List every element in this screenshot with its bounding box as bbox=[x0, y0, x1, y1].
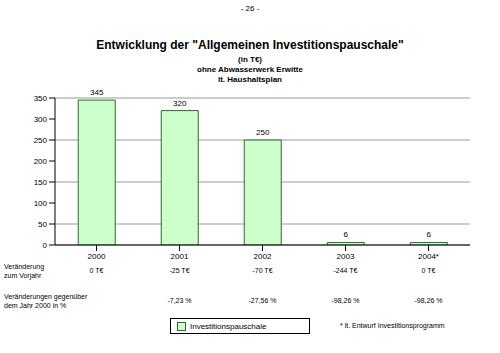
html-text:-244 T€: -244 T€ bbox=[333, 267, 358, 274]
svg-text:2001: 2001 bbox=[171, 252, 189, 261]
svg-text:50: 50 bbox=[38, 220, 47, 229]
html-text:Veränderungen gegenüber: Veränderungen gegenüber bbox=[4, 293, 88, 300]
html-text:- 26 -: - 26 - bbox=[240, 4, 260, 13]
html-text:dem Jahr 2000 in %: dem Jahr 2000 in % bbox=[4, 302, 67, 309]
html-text:Veränderung: Veränderung bbox=[4, 263, 45, 270]
html-text:zum Vorjahr: zum Vorjahr bbox=[4, 272, 42, 279]
svg-text:345: 345 bbox=[90, 88, 104, 97]
html-text:-7,23 %: -7,23 % bbox=[167, 297, 192, 304]
svg-text:350: 350 bbox=[34, 94, 48, 103]
svg-text:2004*: 2004* bbox=[418, 252, 439, 261]
html-text:Investitionspauschale: Investitionspauschale bbox=[190, 321, 267, 331]
html-text:* lt. Entwurf Investitionsprog: * lt. Entwurf Investitionsprogramm bbox=[340, 322, 445, 329]
html-text:-98,26 %: -98,26 % bbox=[331, 297, 360, 304]
svg-text:250: 250 bbox=[256, 128, 270, 137]
html-text:(in T€): (in T€) bbox=[238, 55, 262, 64]
html-text:Entwicklung der "Allgemeinen I: Entwicklung der "Allgemeinen Investition… bbox=[96, 38, 404, 52]
svg-text:100: 100 bbox=[34, 199, 48, 208]
svg-text:150: 150 bbox=[34, 178, 48, 187]
svg-text:2003: 2003 bbox=[337, 252, 355, 261]
html-text:lt. Haushaltsplan: lt. Haushaltsplan bbox=[218, 75, 282, 84]
html-text:0 T€: 0 T€ bbox=[89, 267, 104, 274]
svg-text:300: 300 bbox=[34, 115, 48, 124]
html-text:0 T€: 0 T€ bbox=[421, 267, 436, 274]
svg-text:6: 6 bbox=[427, 230, 432, 239]
html-text:-25 T€: -25 T€ bbox=[169, 267, 190, 274]
html-text:-70 T€: -70 T€ bbox=[252, 267, 273, 274]
svg-text:6: 6 bbox=[344, 230, 349, 239]
html-text:ohne Abwasserwerk Erwitte: ohne Abwasserwerk Erwitte bbox=[197, 65, 303, 74]
svg-text:0: 0 bbox=[43, 241, 48, 250]
html-text:-98,26 %: -98,26 % bbox=[414, 297, 443, 304]
svg-text:250: 250 bbox=[34, 136, 48, 145]
html-text:-27,56 %: -27,56 % bbox=[248, 297, 277, 304]
svg-text:200: 200 bbox=[34, 157, 48, 166]
svg-text:320: 320 bbox=[173, 99, 187, 108]
svg-text:2002: 2002 bbox=[254, 252, 272, 261]
svg-text:2000: 2000 bbox=[88, 252, 106, 261]
